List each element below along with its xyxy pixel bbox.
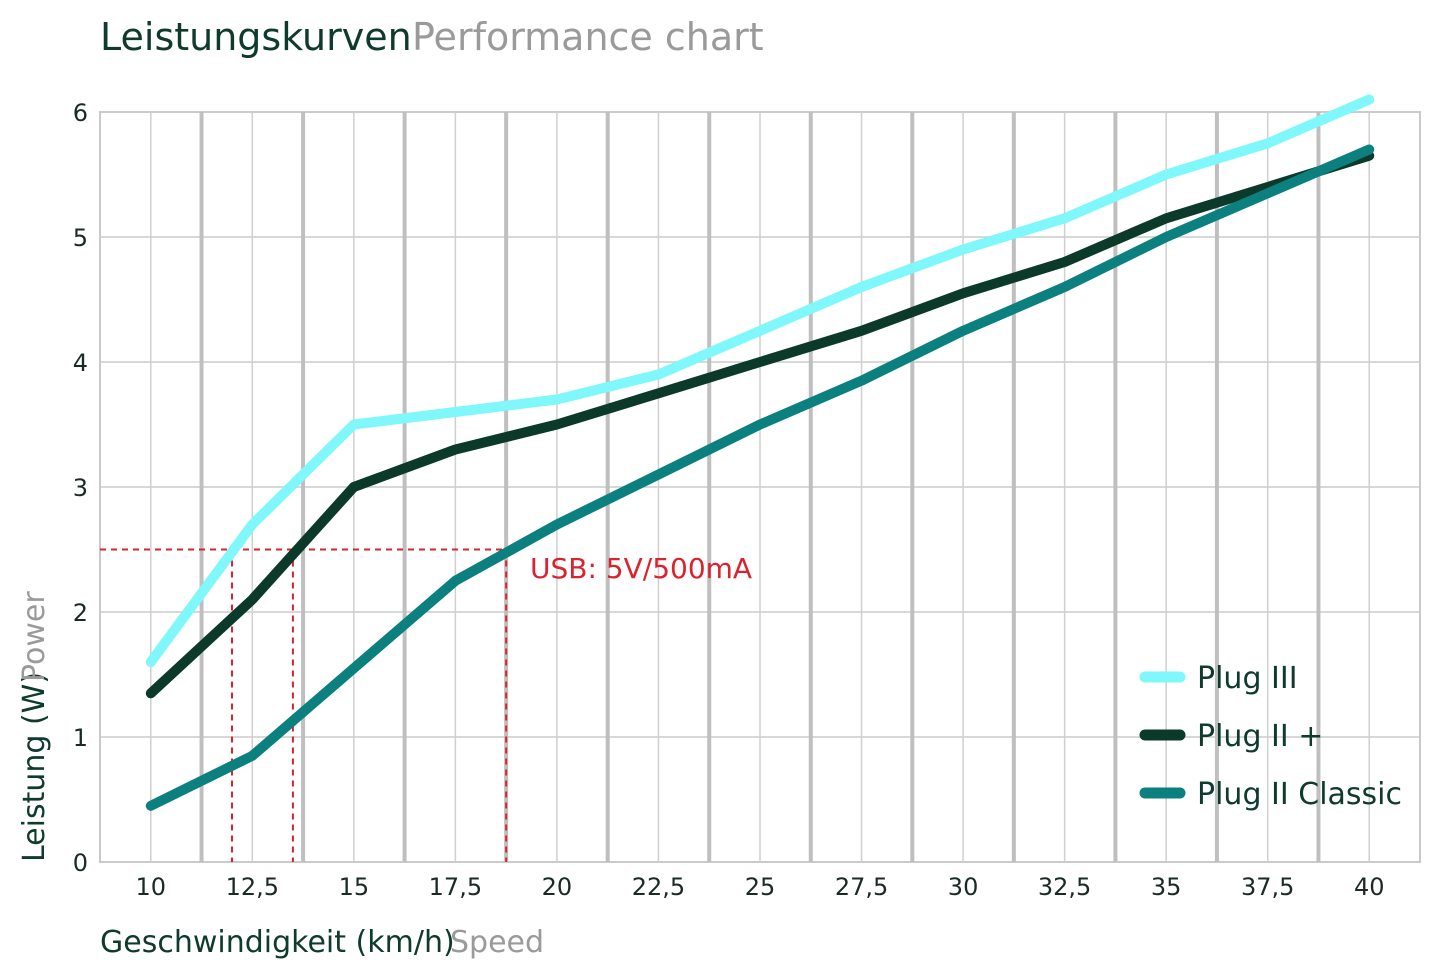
series-line-plug-ii-classic	[145, 144, 1375, 811]
legend-label-plug-ii-classic: Plug II Classic	[1197, 777, 1402, 812]
x-tick-label: 12,5	[226, 873, 279, 901]
series-line-plug-ii-	[145, 150, 1375, 699]
x-tick-label: 10	[135, 873, 166, 901]
x-tick-label: 17,5	[429, 873, 482, 901]
grid	[99, 111, 1421, 863]
x-axis-label: Geschwindigkeit (km/h)	[100, 925, 455, 960]
y-tick-label: 2	[73, 599, 88, 627]
y-tick-label: 3	[73, 474, 88, 502]
y-tick-label: 5	[73, 224, 88, 252]
legend-label-plug-ii-plus: Plug II +	[1197, 719, 1323, 754]
y-tick-label: 0	[73, 849, 88, 877]
chart-subtitle: Performance chart	[412, 15, 764, 59]
y-axis-label-sub: Power	[17, 591, 52, 682]
x-tick-label: 22,5	[632, 873, 685, 901]
y-axis-label-group: Leistung (W) Power	[17, 591, 52, 862]
x-tick-label: 32,5	[1038, 873, 1091, 901]
usb-annotation-label: USB: 5V/500mA	[530, 552, 752, 585]
y-tick-label: 6	[73, 99, 88, 127]
y-axis-label: Leistung (W)	[17, 672, 52, 862]
legend: Plug III Plug II + Plug II Classic	[1139, 661, 1402, 812]
chart-title: Leistungskurven	[100, 15, 412, 59]
x-tick-label: 25	[745, 873, 776, 901]
x-tick-label: 27,5	[835, 873, 888, 901]
y-tick-label: 4	[73, 349, 88, 377]
x-tick-label: 35	[1151, 873, 1182, 901]
legend-label-plug-iii: Plug III	[1197, 661, 1298, 696]
x-tick-label: 37,5	[1241, 873, 1294, 901]
x-tick-label: 40	[1354, 873, 1385, 901]
tick-labels: 0 1 2 3 4 5 6 10 12,5 15 17,5 20 22,5 25 27,5 30 32,5 35 3…	[73, 99, 1385, 901]
x-tick-label: 20	[542, 873, 573, 901]
series-lines	[145, 94, 1375, 811]
x-tick-label: 30	[948, 873, 979, 901]
y-tick-label: 1	[73, 724, 88, 752]
x-axis-label-sub: Speed	[450, 925, 544, 960]
x-tick-label: 15	[339, 873, 370, 901]
series-line-plug-iii	[145, 94, 1375, 667]
